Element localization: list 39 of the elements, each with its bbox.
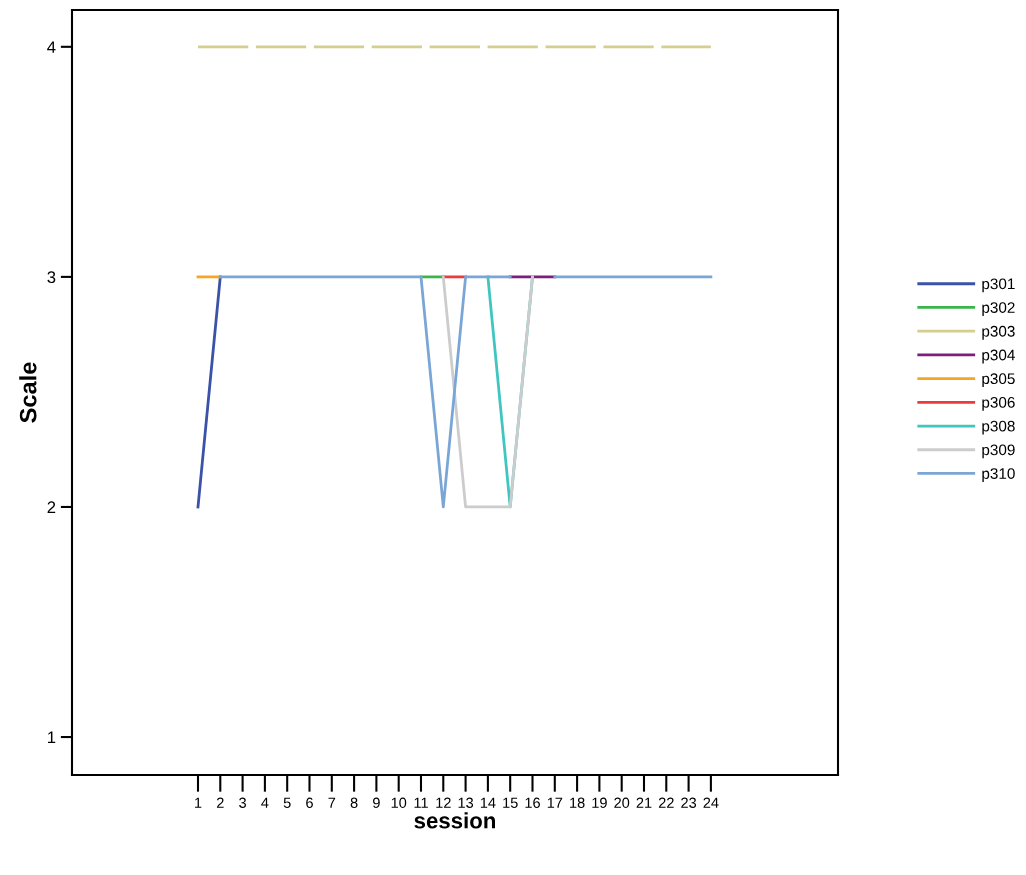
x-tick-label: 23	[681, 797, 697, 808]
x-tick-label: 21	[636, 797, 652, 808]
y-axis-title: Scale	[19, 362, 37, 423]
legend-label: p309	[982, 444, 1015, 459]
legend-label: p301	[982, 278, 1015, 293]
x-tick-label: 10	[391, 797, 407, 808]
legend-label: p306	[982, 397, 1015, 411]
x-tick-label: 7	[328, 797, 336, 808]
x-tick-label: 2	[216, 797, 224, 808]
legend-label: p308	[982, 420, 1015, 435]
legend-label: p303	[982, 325, 1015, 340]
x-tick-label: 8	[350, 797, 358, 808]
x-tick-label: 16	[525, 797, 540, 808]
x-tick-label: 5	[283, 797, 291, 808]
y-tick-label: 2	[47, 501, 56, 513]
x-tick-label: 4	[261, 797, 269, 808]
y-tick-label: 3	[47, 271, 56, 284]
legend-label: p302	[982, 302, 1015, 316]
x-tick-label: 3	[239, 797, 247, 808]
x-tick-label: 13	[458, 797, 474, 808]
legend-label: p304	[982, 349, 1015, 364]
x-tick-label: 9	[373, 797, 380, 808]
x-tick-label: 18	[570, 797, 585, 808]
y-tick-label: 4	[47, 41, 56, 53]
x-tick-label: 14	[480, 797, 496, 808]
x-tick-label: 15	[503, 797, 518, 808]
x-axis-title: session	[414, 812, 496, 829]
y-tick-label: 1	[48, 731, 56, 744]
x-tick-label: 12	[436, 797, 451, 808]
x-tick-label: 20	[614, 797, 630, 808]
x-tick-label: 11	[414, 797, 428, 808]
x-tick-label: 6	[306, 797, 313, 808]
x-tick-label: 19	[592, 797, 607, 808]
legend-label: p305	[982, 373, 1015, 388]
x-tick-label: 17	[547, 797, 563, 808]
x-tick-label: 1	[195, 797, 202, 808]
legend-label: p310	[982, 468, 1015, 482]
x-tick-label: 22	[658, 797, 674, 808]
x-tick-label: 24	[703, 797, 719, 808]
